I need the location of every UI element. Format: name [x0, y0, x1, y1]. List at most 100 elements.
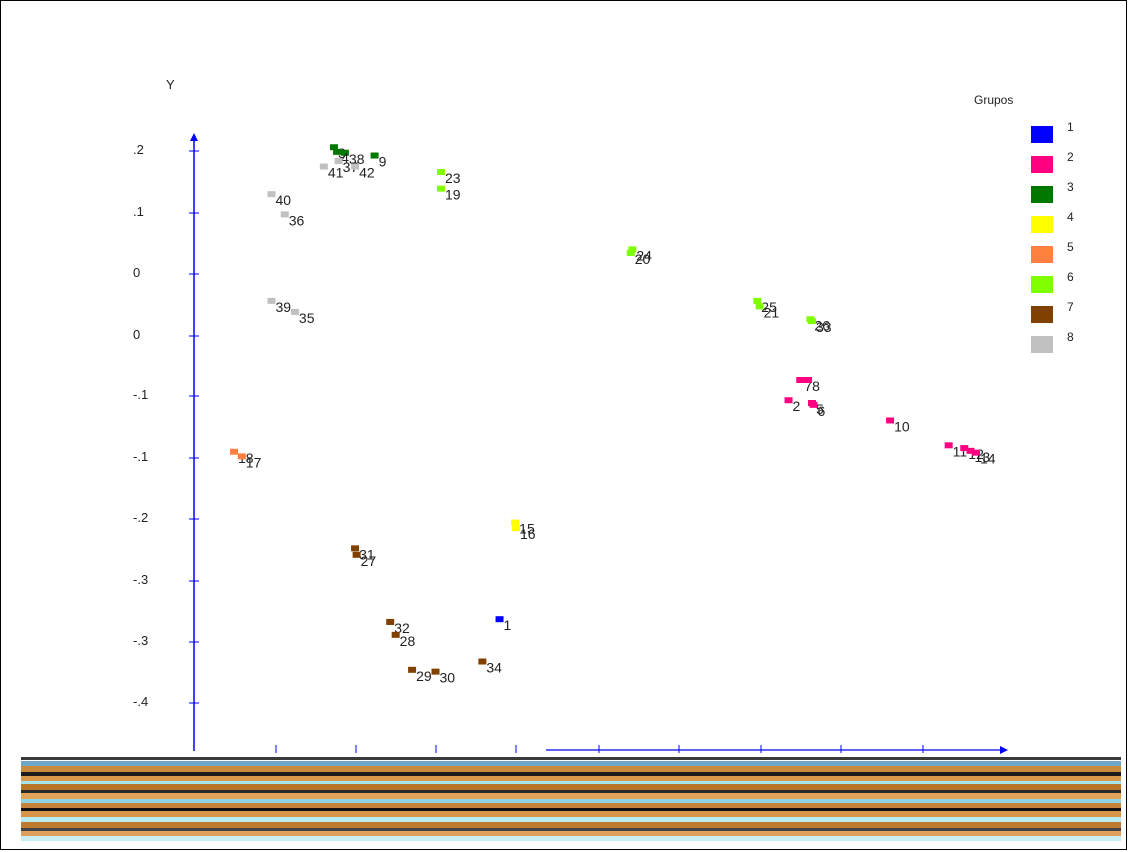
point-label: 19 — [445, 187, 461, 203]
legend-item: 3 — [1031, 180, 1091, 208]
data-point — [784, 397, 793, 404]
data-point — [267, 191, 276, 198]
point-label: 30 — [440, 670, 456, 686]
data-point — [626, 250, 635, 257]
data-point — [960, 445, 969, 452]
legend-label: 3 — [1067, 180, 1074, 194]
point-label: 41 — [328, 165, 344, 181]
legend-swatch — [1031, 216, 1053, 233]
point-label: 16 — [520, 526, 536, 542]
y-tick-label: 0 — [133, 327, 141, 342]
point-label: 34 — [486, 660, 502, 676]
legend-swatch — [1031, 306, 1053, 323]
legend-label: 8 — [1067, 330, 1074, 344]
data-point — [334, 158, 343, 165]
point-label: 2 — [793, 398, 801, 414]
data-point — [351, 163, 360, 170]
point-label: 42 — [359, 165, 375, 181]
legend-label: 2 — [1067, 150, 1074, 164]
data-point — [511, 525, 520, 532]
point-label: 17 — [246, 454, 262, 470]
point-label: 36 — [289, 212, 305, 228]
y-tick-label: -.1 — [133, 449, 149, 464]
point-label: 33 — [816, 319, 832, 335]
legend-swatch — [1031, 156, 1053, 173]
legend-swatch — [1031, 276, 1053, 293]
point-label: 24 — [636, 247, 652, 263]
legend-label: 6 — [1067, 270, 1074, 284]
y-axis-arrow — [190, 133, 198, 141]
data-point — [436, 185, 445, 192]
point-label: 39 — [275, 299, 291, 315]
data-point — [267, 297, 276, 304]
data-point — [809, 401, 818, 408]
point-label: 37 — [343, 159, 359, 175]
legend-label: 7 — [1067, 300, 1074, 314]
data-point — [807, 318, 816, 325]
data-point — [319, 163, 328, 170]
data-point — [886, 417, 895, 424]
data-point — [511, 519, 520, 526]
data-point — [280, 211, 289, 218]
legend-swatch — [1031, 126, 1053, 143]
legend-label: 4 — [1067, 210, 1074, 224]
point-label: 25 — [761, 299, 777, 315]
y-tick-label: -.4 — [133, 694, 149, 709]
legend-swatch — [1031, 186, 1053, 203]
data-point — [333, 148, 342, 155]
legend-swatch — [1031, 246, 1053, 263]
data-point — [237, 453, 246, 460]
legend-item: 4 — [1031, 210, 1091, 238]
data-point — [755, 303, 764, 310]
data-point — [495, 616, 504, 623]
point-label: 7 — [804, 378, 812, 394]
point-label: 5 — [816, 401, 824, 417]
point-label: 1 — [504, 617, 512, 633]
y-tick-label: -.3 — [133, 572, 149, 587]
point-label: 28 — [400, 633, 416, 649]
data-point — [352, 551, 361, 558]
data-point — [230, 448, 238, 455]
data-point — [351, 545, 360, 552]
point-label: 8 — [812, 378, 820, 394]
point-label: 21 — [764, 304, 780, 320]
point-label: 15 — [519, 521, 535, 537]
legend-label: 5 — [1067, 240, 1074, 254]
point-label: 20 — [635, 251, 651, 267]
y-tick-label: -.2 — [133, 510, 149, 525]
y-tick-label: .1 — [133, 204, 144, 219]
data-point — [431, 668, 440, 675]
legend-item: 1 — [1031, 120, 1091, 148]
data-point — [804, 377, 813, 383]
point-label: 23 — [445, 170, 461, 186]
point-label: 6 — [818, 403, 826, 419]
point-label: 10 — [894, 418, 910, 434]
point-label: 4 — [341, 150, 349, 166]
y-tick-label: .2 — [133, 142, 144, 157]
data-point — [329, 144, 338, 151]
data-point — [340, 149, 349, 156]
legend-item: 8 — [1031, 330, 1091, 358]
y-tick-label: -.1 — [133, 387, 149, 402]
data-point — [628, 246, 637, 253]
data-point — [944, 442, 953, 449]
legend-item: 7 — [1031, 300, 1091, 328]
data-point — [753, 297, 762, 304]
y-tick-label: 0 — [133, 265, 141, 280]
y-tick-label: -.3 — [133, 633, 149, 648]
rendering-artifact-band — [21, 757, 1121, 841]
point-label: 35 — [299, 310, 315, 326]
point-label: 38 — [349, 151, 365, 167]
legend-item: 2 — [1031, 150, 1091, 178]
data-point — [436, 169, 445, 176]
data-point — [391, 631, 400, 638]
point-label: 9 — [379, 154, 387, 170]
y-axis-title: Y — [166, 77, 175, 92]
legend-item: 5 — [1031, 240, 1091, 268]
data-point — [966, 447, 975, 454]
legend-title: Grupos — [974, 93, 1014, 107]
point-label: 29 — [416, 668, 432, 684]
point-label: 40 — [275, 192, 291, 208]
